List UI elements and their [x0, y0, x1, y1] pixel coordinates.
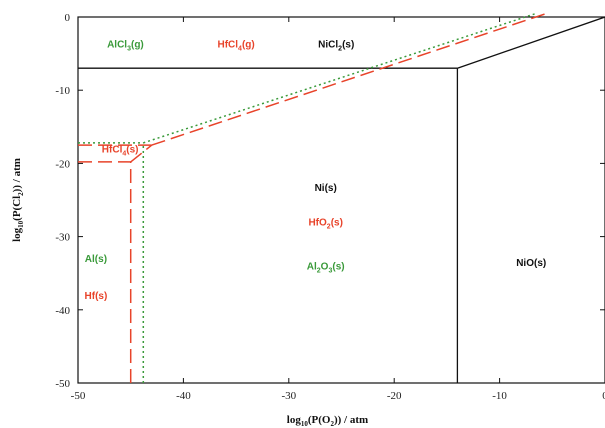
- x-tick-label: -10: [492, 390, 507, 402]
- series-al: [78, 12, 537, 383]
- x-tick-label: 0: [602, 390, 605, 402]
- series-ni: [78, 16, 605, 383]
- x-tick-label: -30: [281, 390, 296, 402]
- y-tick-label: -30: [55, 232, 70, 244]
- x-tick-label: -20: [387, 390, 402, 402]
- region-label: Hf(s): [85, 291, 108, 302]
- y-tick-label: -10: [55, 85, 70, 97]
- series-hf-segment-4: [151, 12, 548, 146]
- series-layer: [78, 12, 605, 383]
- y-tick-label: -40: [55, 305, 70, 317]
- series-ni-segment-2: [457, 16, 605, 69]
- region-label: Al(s): [85, 254, 107, 265]
- region-label: Al2O3(s): [307, 262, 345, 275]
- x-axis-title: log10(P(O2)) / atm: [287, 414, 368, 428]
- ticks-layer: -50 -40 -30 -20 -10 0 0 -10 -20 -30 -40 -50: [55, 12, 605, 402]
- region-label: NiO(s): [516, 258, 546, 269]
- series-al-segment-2: [143, 12, 537, 144]
- series-hf-segment-3: [130, 144, 153, 163]
- region-label: HfCl4(g): [217, 40, 254, 53]
- y-tick-label: 0: [65, 12, 71, 24]
- region-label: Ni(s): [315, 183, 337, 194]
- plot-area: [77, 16, 605, 384]
- axis-titles: log10(P(O2)) / atm log10(P(Cl2)) / atm: [11, 158, 368, 428]
- region-label: HfCl4(s): [102, 144, 139, 157]
- y-axis-title: log10(P(Cl2)) / atm: [11, 158, 25, 242]
- region-labels: AlCl3(g) HfCl4(g) NiCl2(s) HfCl4(s) Ni(s) HfO…: [85, 40, 547, 302]
- region-label: HfO2(s): [308, 218, 342, 231]
- x-tick-label: -40: [176, 390, 191, 402]
- region-label: NiCl2(s): [318, 40, 354, 53]
- series-hf: [78, 12, 548, 383]
- region-label: AlCl3(g): [107, 40, 144, 53]
- x-tick-label: -50: [71, 390, 86, 402]
- plot-frame: [77, 16, 605, 384]
- y-tick-label: -20: [55, 158, 70, 170]
- y-tick-label: -50: [55, 378, 70, 390]
